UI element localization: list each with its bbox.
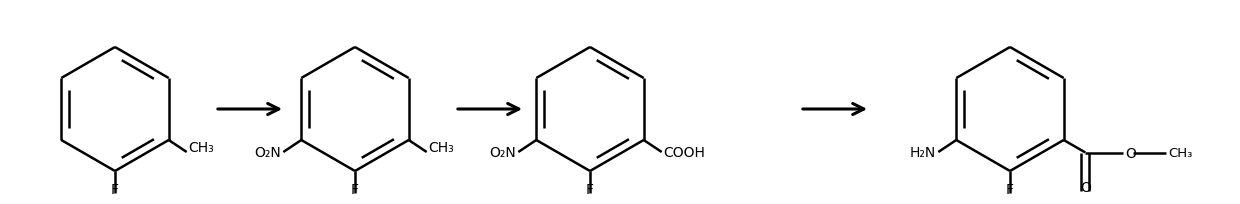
Text: F: F — [587, 182, 594, 196]
Text: CH₃: CH₃ — [188, 140, 215, 154]
Text: O: O — [1126, 146, 1136, 160]
Text: O: O — [1080, 180, 1091, 194]
Text: CH₃: CH₃ — [1168, 146, 1193, 159]
Text: H₂N: H₂N — [910, 145, 936, 159]
Text: F: F — [351, 182, 360, 196]
Text: CH₃: CH₃ — [429, 140, 454, 154]
Text: O₂N: O₂N — [490, 145, 516, 159]
Text: F: F — [112, 182, 119, 196]
Text: F: F — [1006, 182, 1014, 196]
Text: O₂N: O₂N — [254, 145, 281, 159]
Text: COOH: COOH — [663, 145, 706, 159]
